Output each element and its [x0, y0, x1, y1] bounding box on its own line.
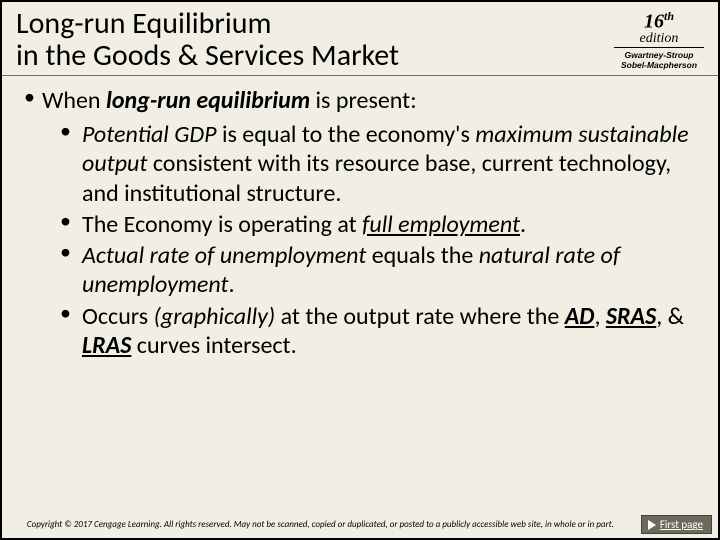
edition-suffix: th — [664, 9, 674, 23]
b1d: consistent with its resource base, curre… — [82, 149, 671, 207]
b3a: Actual rate of unemployment — [82, 241, 366, 270]
authors: Gwartney-Stroup Sobel-Macpherson — [614, 50, 704, 70]
b2a: The Economy is operating at — [82, 210, 362, 239]
b4g: , & — [656, 302, 684, 331]
title-line-2: in the Goods & Services Market — [16, 37, 399, 74]
header: Long-run Equilibrium in the Goods & Serv… — [2, 2, 718, 76]
arrow-right-icon — [648, 520, 656, 530]
lead-pre: When — [42, 86, 106, 115]
sub-bullet-1: Potential GDP is equal to the economy's … — [60, 120, 696, 208]
b4e: , — [594, 302, 605, 331]
sub-list: Potential GDP is equal to the economy's … — [42, 120, 696, 360]
b4c: at the output rate where the — [275, 302, 565, 331]
b4f: SRAS — [606, 302, 656, 331]
authors-line-1: Gwartney-Stroup — [625, 50, 694, 60]
b4h: LRAS — [82, 331, 131, 360]
lead-bullet: When long-run equilibrium is present: Po… — [24, 86, 696, 360]
b4d: AD — [565, 302, 595, 331]
edition-number: 16th — [614, 10, 704, 32]
b4b: (graphically) — [154, 302, 276, 331]
page-title: Long-run Equilibrium in the Goods & Serv… — [16, 8, 399, 71]
b1a: Potential GDP — [82, 120, 217, 149]
edition-box: 16th edition Gwartney-Stroup Sobel-Macph… — [614, 10, 704, 70]
b4i: curves intersect. — [131, 331, 296, 360]
b2b: full employment — [362, 210, 520, 239]
footer: Copyright © 2017 Cengage Learning. All r… — [2, 515, 718, 538]
b2c: . — [520, 210, 526, 239]
edition-num: 16 — [644, 11, 664, 33]
sub-bullet-4: Occurs (graphically) at the output rate … — [60, 302, 696, 361]
b3d: . — [228, 270, 234, 299]
edition-word: edition — [614, 32, 704, 48]
slide: Long-run Equilibrium in the Goods & Serv… — [0, 0, 720, 540]
authors-line-2: Sobel-Macpherson — [621, 60, 697, 70]
top-list: When long-run equilibrium is present: Po… — [24, 86, 696, 360]
sub-bullet-3: Actual rate of unemployment equals the n… — [60, 241, 696, 300]
lead-post: is present: — [310, 86, 417, 115]
body: When long-run equilibrium is present: Po… — [2, 76, 718, 515]
b1b: is equal to the economy's — [217, 120, 476, 149]
copyright-text: Copyright © 2017 Cengage Learning. All r… — [8, 519, 633, 530]
first-page-button[interactable]: First page — [641, 515, 712, 534]
first-page-label: First page — [660, 518, 703, 531]
b4a: Occurs — [82, 302, 154, 331]
sub-bullet-2: The Economy is operating at full employm… — [60, 210, 696, 239]
lead-bold: long-run equilibrium — [106, 86, 310, 115]
b3b: equals the — [366, 241, 478, 270]
